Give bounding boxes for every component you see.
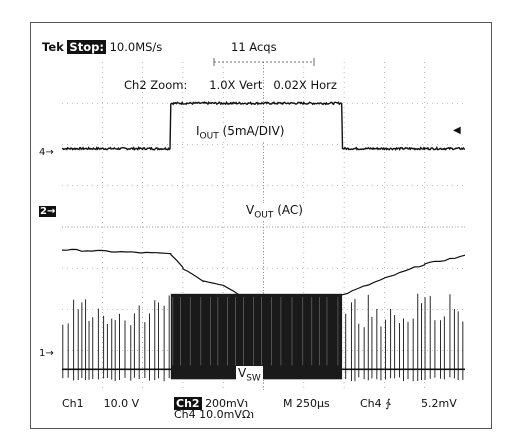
vout-label: VOUT (AC): [244, 203, 305, 221]
ch4-marker: 4→: [39, 147, 54, 158]
ch4-readout: Ch4 10.0mVΩ℩: [174, 408, 255, 421]
sample-rate: 10.0MS/s: [109, 40, 163, 54]
vsw-burst: [170, 293, 343, 380]
run-state: Stop:: [67, 40, 106, 54]
ch2-marker: 2→: [39, 206, 57, 217]
trigger-level: 5.2mV: [421, 397, 457, 410]
iout-trace: [61, 100, 466, 152]
traces: [61, 100, 466, 382]
trigger-marker: ◀: [453, 125, 461, 136]
trigger-source: Ch4 ∱: [360, 397, 391, 410]
iout-label: IOUT (5mA/DIV): [194, 124, 287, 142]
timebase-readout: M 250μs: [283, 397, 330, 410]
ch1-marker: 1→: [39, 348, 54, 359]
ch1-readout: Ch1 10.0 V: [62, 397, 140, 410]
brand-label: Tek: [42, 40, 64, 54]
vsw-label: VSW: [236, 366, 263, 384]
status-line: Tek Stop: 10.0MS/s: [42, 40, 162, 54]
acq-count: 11 Acqs: [231, 40, 277, 54]
zoom-info: Ch2 Zoom: 1.0X Vert 0.02X Horz: [124, 78, 337, 92]
ch2-readout: Ch2 200mV℩: [174, 397, 249, 410]
